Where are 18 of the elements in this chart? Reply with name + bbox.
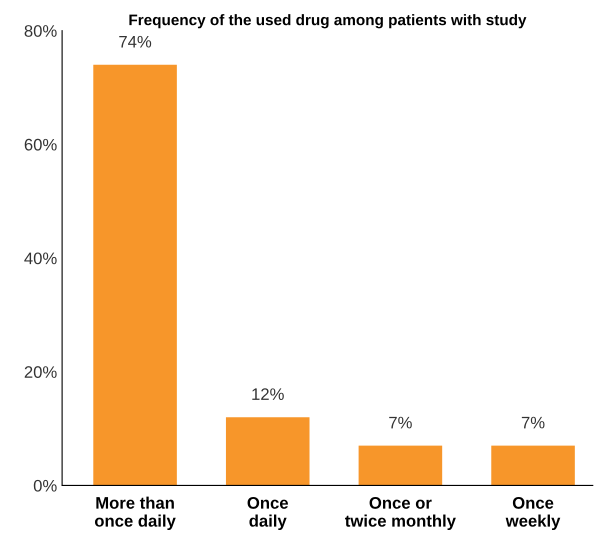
bar [358, 446, 442, 486]
bar [226, 417, 310, 486]
data-label: 7% [389, 416, 412, 428]
bar [491, 446, 575, 486]
data-label: 7% [522, 416, 545, 428]
x-tick-label: Once daily [248, 497, 288, 530]
y-tick-label: 20% [24, 366, 57, 378]
x-tick-label: More than once daily [94, 496, 176, 530]
y-tick-label: 40% [24, 252, 57, 264]
x-tick-label: Once or twice monthly [345, 497, 456, 530]
x-tick-label: Once weekly [506, 497, 560, 530]
y-tick-label: 80% [24, 25, 57, 37]
bar [93, 64, 177, 486]
chart-title: Frequency of the used drug among patients with study [129, 14, 526, 28]
data-label: 74% [119, 36, 152, 48]
y-tick-label: 0% [34, 480, 57, 492]
data-label: 12% [252, 388, 284, 400]
y-tick-label: 60% [24, 138, 57, 151]
